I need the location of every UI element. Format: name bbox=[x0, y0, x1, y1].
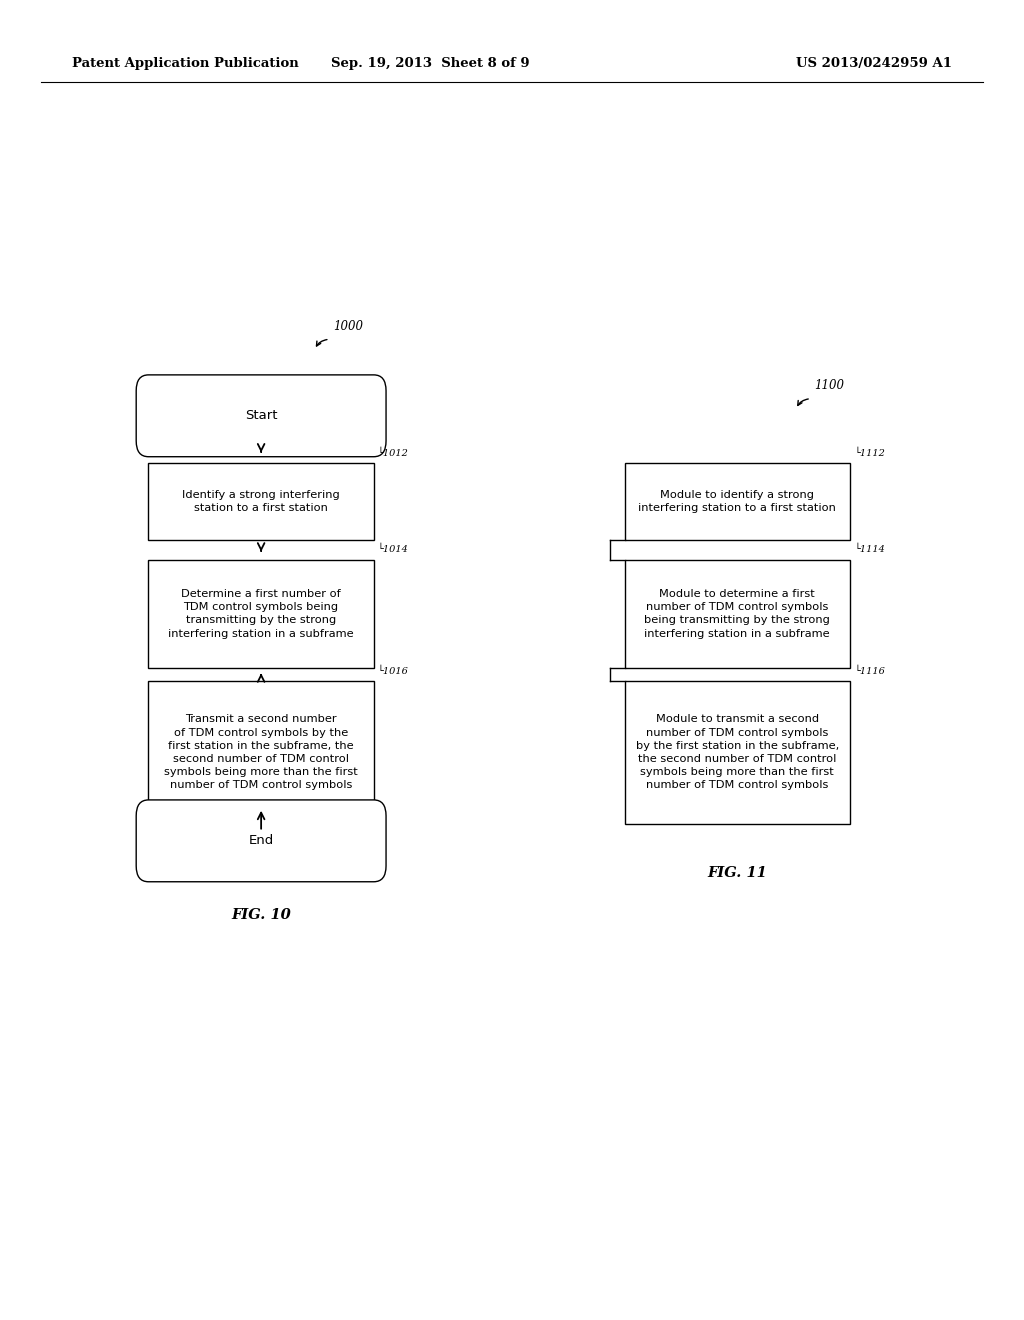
Text: └1016: └1016 bbox=[378, 667, 409, 676]
FancyBboxPatch shape bbox=[148, 681, 374, 824]
Text: Module to transmit a second
number of TDM control symbols
by the first station i: Module to transmit a second number of TD… bbox=[636, 714, 839, 791]
Text: FIG. 11: FIG. 11 bbox=[708, 866, 767, 880]
Text: Identify a strong interfering
station to a first station: Identify a strong interfering station to… bbox=[182, 490, 340, 513]
Text: Module to determine a first
number of TDM control symbols
being transmitting by : Module to determine a first number of TD… bbox=[644, 589, 830, 639]
FancyBboxPatch shape bbox=[136, 800, 386, 882]
Text: 1100: 1100 bbox=[814, 379, 844, 392]
Text: Sep. 19, 2013  Sheet 8 of 9: Sep. 19, 2013 Sheet 8 of 9 bbox=[331, 57, 529, 70]
FancyBboxPatch shape bbox=[136, 375, 386, 457]
Text: └1112: └1112 bbox=[854, 449, 885, 458]
Text: Transmit a second number
of TDM control symbols by the
first station in the subf: Transmit a second number of TDM control … bbox=[164, 714, 358, 791]
FancyBboxPatch shape bbox=[148, 463, 374, 540]
Text: Patent Application Publication: Patent Application Publication bbox=[72, 57, 298, 70]
Text: FIG. 10: FIG. 10 bbox=[231, 908, 291, 923]
Text: Start: Start bbox=[245, 409, 278, 422]
Text: └1114: └1114 bbox=[854, 545, 885, 554]
Text: └1116: └1116 bbox=[854, 667, 885, 676]
Text: └1012: └1012 bbox=[378, 449, 409, 458]
Text: Determine a first number of
TDM control symbols being
transmitting by the strong: Determine a first number of TDM control … bbox=[168, 589, 354, 639]
FancyBboxPatch shape bbox=[148, 560, 374, 668]
Text: End: End bbox=[249, 834, 273, 847]
Text: 1000: 1000 bbox=[333, 319, 362, 333]
Text: └1014: └1014 bbox=[378, 545, 409, 554]
FancyBboxPatch shape bbox=[625, 463, 850, 540]
Text: Module to identify a strong
interfering station to a first station: Module to identify a strong interfering … bbox=[638, 490, 837, 513]
FancyBboxPatch shape bbox=[625, 560, 850, 668]
Text: US 2013/0242959 A1: US 2013/0242959 A1 bbox=[797, 57, 952, 70]
FancyBboxPatch shape bbox=[625, 681, 850, 824]
